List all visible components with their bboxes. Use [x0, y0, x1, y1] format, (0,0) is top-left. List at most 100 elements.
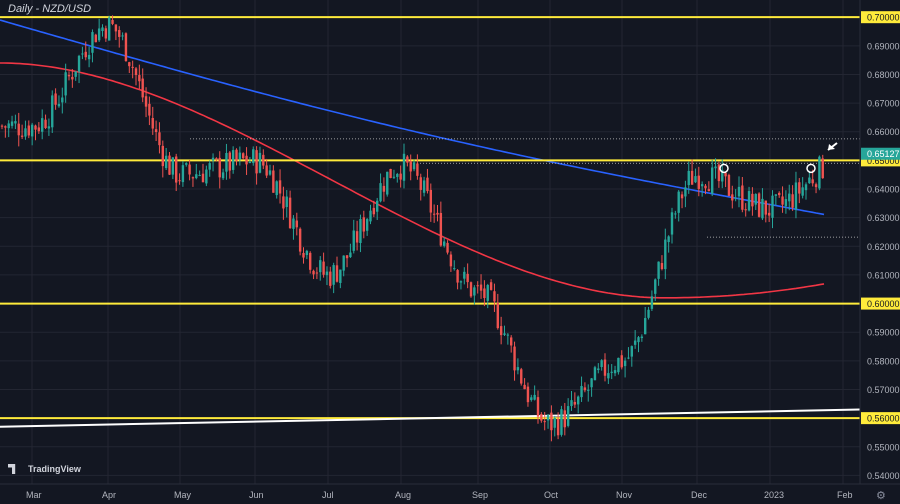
- candle-body: [590, 378, 593, 388]
- candle-body: [647, 309, 650, 318]
- level-label-bg: [861, 11, 900, 24]
- y-tick-label: 0.61000: [867, 270, 900, 280]
- candle-body: [667, 236, 670, 243]
- candle-body: [469, 282, 473, 297]
- candle-body: [151, 118, 154, 129]
- candle-body: [312, 270, 315, 275]
- x-tick-label: Nov: [616, 490, 633, 500]
- candle-body: [419, 177, 422, 190]
- candle-body: [355, 231, 359, 243]
- candle-body: [175, 156, 178, 183]
- candle-body: [687, 170, 690, 186]
- candle-body: [248, 162, 252, 164]
- candle-body: [27, 125, 30, 136]
- x-tick-label: Apr: [102, 490, 116, 500]
- candle-body: [620, 355, 623, 368]
- candle-body: [640, 336, 644, 339]
- candle-body: [489, 282, 493, 290]
- level-label: 0.65000: [867, 156, 900, 166]
- candle-body: [118, 30, 121, 37]
- candle-body: [593, 367, 597, 381]
- candle-body: [30, 124, 34, 137]
- candle-body: [221, 172, 225, 179]
- candle-body: [67, 74, 71, 77]
- x-tick-label: Dec: [691, 490, 708, 500]
- horizontal-levels[interactable]: [0, 16, 861, 428]
- candle-body: [272, 170, 275, 193]
- time-axis-bg: [0, 484, 900, 504]
- candle-body: [389, 168, 392, 178]
- candle-body: [700, 184, 704, 187]
- candle-body: [339, 269, 342, 283]
- candle-body: [208, 163, 211, 170]
- candle-body: [242, 153, 245, 159]
- candle-body: [734, 197, 737, 199]
- y-tick-label: 0.58000: [867, 356, 900, 366]
- candle-body: [690, 170, 694, 185]
- candle-body: [570, 400, 573, 407]
- candle-body: [168, 155, 171, 175]
- gear-icon[interactable]: ⚙: [876, 490, 886, 502]
- candle-body: [41, 118, 44, 132]
- y-tick-label: 0.55000: [867, 442, 900, 452]
- level-label: 0.60000: [867, 299, 900, 309]
- candle-body: [329, 271, 332, 286]
- time-axis[interactable]: Mar Apr May Jun Jul Aug Sep Oct Nov Dec 2023 Feb: [0, 483, 900, 504]
- candle-body: [463, 271, 466, 279]
- level-label: 0.56000: [867, 414, 900, 424]
- candle-body: [138, 75, 141, 82]
- candle-body: [717, 164, 721, 182]
- candle-body: [282, 196, 285, 209]
- candle-body: [108, 17, 111, 41]
- candle-body: [456, 270, 459, 283]
- candle-body: [804, 184, 808, 191]
- candle-body: [781, 196, 784, 205]
- candle-body: [794, 182, 798, 210]
- candle-body: [4, 126, 7, 128]
- candle-body: [533, 394, 536, 400]
- candle-body: [369, 210, 372, 222]
- candle-body: [195, 174, 198, 179]
- candle-body: [402, 153, 406, 181]
- candle-body: [443, 241, 446, 246]
- candle-body: [396, 173, 399, 177]
- candle-body: [697, 175, 700, 189]
- candle-body: [707, 189, 711, 192]
- candle-body: [580, 386, 583, 398]
- candle-body: [731, 194, 734, 201]
- chart-title: Daily - NZD/USD: [8, 3, 92, 15]
- candle-body: [670, 212, 674, 235]
- candle-body: [767, 212, 771, 216]
- candle-body: [245, 155, 248, 165]
- candle-body: [131, 66, 134, 68]
- candle-body: [516, 367, 520, 371]
- candle-body: [818, 156, 821, 189]
- level-label-bg: [861, 412, 900, 425]
- candle-body: [91, 32, 94, 53]
- candle-body: [613, 370, 617, 374]
- x-tick-label: Oct: [544, 490, 559, 500]
- candle-body: [573, 401, 577, 405]
- candle-body: [171, 157, 175, 175]
- candle-body: [788, 193, 791, 202]
- candle-body: [744, 209, 747, 211]
- y-tick-label: 0.57000: [867, 385, 900, 395]
- circle-marker: [719, 163, 729, 174]
- candle-body: [577, 396, 580, 405]
- candle-body: [791, 194, 794, 208]
- candle-body: [255, 150, 258, 174]
- candle-body: [771, 195, 774, 218]
- candle-body: [345, 255, 349, 259]
- price-axis[interactable]: 0.70000 0.69000 0.68000 0.67000 0.66000 0.640…: [859, 0, 900, 504]
- candle-body: [148, 103, 151, 116]
- candle-body: [623, 360, 627, 367]
- candle-body: [258, 152, 262, 173]
- candle-body: [201, 173, 205, 183]
- candle-body: [74, 71, 77, 77]
- candle-body: [47, 126, 51, 129]
- candle-body: [114, 24, 118, 32]
- candle-body: [704, 185, 707, 189]
- annotations: [719, 142, 838, 174]
- candle-body: [161, 145, 164, 167]
